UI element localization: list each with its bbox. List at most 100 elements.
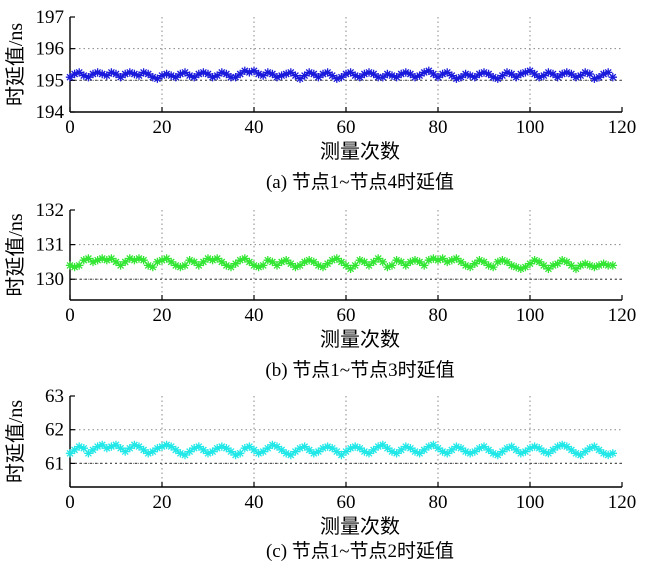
data-point (447, 71, 456, 80)
data-point (84, 449, 93, 458)
subplot-2: 0 20 40 60 80 100 120 130 131 132 时延值/ns 测量次数 (b) 节点… (4, 200, 636, 381)
data-point (162, 69, 171, 79)
data-point (236, 449, 245, 458)
data-point (65, 449, 75, 458)
data-point (231, 73, 240, 82)
data-point (153, 257, 162, 267)
data-point (539, 447, 548, 456)
y-tick-label: 195 (36, 70, 65, 91)
data-point (268, 257, 277, 267)
data-point (79, 71, 88, 80)
data-point (167, 71, 176, 80)
data-point (484, 69, 493, 79)
data-point (438, 447, 447, 456)
data-point (571, 449, 581, 458)
data-point (479, 442, 489, 451)
data-point (397, 445, 406, 455)
data-point (226, 73, 236, 82)
data-point (360, 257, 369, 267)
data-point (295, 444, 305, 453)
data-point (226, 262, 236, 272)
data-point (222, 69, 231, 79)
y-axis-title: 时延值/ns (4, 23, 27, 107)
data-point (516, 264, 525, 273)
data-point (208, 73, 217, 82)
data-point (217, 442, 226, 451)
data-point (323, 68, 332, 77)
x-tick-label: 40 (245, 305, 264, 326)
data-point (461, 261, 470, 270)
data-point (245, 68, 254, 77)
data-point (305, 445, 314, 455)
data-point (203, 254, 213, 263)
data-point (162, 254, 171, 263)
data-point (263, 256, 272, 265)
data-point (581, 68, 590, 77)
data-point (475, 256, 484, 265)
data-point (185, 447, 194, 456)
data-point (116, 444, 125, 453)
data-point (498, 71, 507, 80)
data-point (337, 73, 346, 82)
data-point (259, 261, 268, 270)
data-point (268, 440, 277, 450)
data-point (286, 259, 295, 268)
data-point (180, 261, 190, 270)
data-point (456, 257, 466, 267)
data-point (443, 449, 452, 458)
x-tick-label: 100 (516, 305, 545, 326)
data-point (484, 445, 493, 455)
data-point (498, 447, 507, 456)
data-point (443, 68, 452, 77)
data-point (190, 257, 199, 267)
data-point (134, 254, 144, 263)
data-point (410, 256, 420, 265)
data-point (75, 442, 84, 451)
data-point (277, 257, 286, 267)
data-point (387, 261, 397, 270)
data-point (498, 256, 507, 265)
x-tick-label: 80 (429, 492, 448, 513)
data-point (571, 73, 581, 82)
data-point (84, 254, 93, 263)
data-point (461, 447, 470, 456)
data-point (194, 69, 203, 79)
y-tick-label: 130 (36, 269, 65, 290)
x-tick-label: 80 (429, 117, 448, 138)
data-point (194, 442, 203, 451)
data-point (360, 69, 369, 79)
data-point (351, 71, 360, 80)
data-point (217, 257, 226, 267)
data-point (217, 68, 226, 77)
data-point (139, 445, 148, 455)
data-point (489, 73, 498, 82)
data-point (401, 68, 410, 77)
data-point (111, 257, 121, 267)
data-point (516, 69, 525, 79)
data-point (139, 68, 148, 77)
data-point (544, 68, 553, 77)
data-point (374, 442, 383, 451)
data-point (341, 69, 351, 79)
data-point (594, 445, 604, 455)
y-tick-label: 62 (45, 420, 64, 441)
data-point (208, 447, 217, 456)
data-point (383, 262, 392, 272)
data-point (309, 257, 318, 267)
data-point (300, 71, 309, 80)
data-point (585, 261, 594, 270)
data-point (406, 444, 415, 453)
data-point (507, 442, 516, 451)
data-point (512, 445, 521, 455)
data-point (424, 256, 433, 265)
data-point (378, 440, 387, 450)
data-point (378, 73, 387, 82)
data-point (374, 73, 383, 82)
data-point (79, 444, 88, 453)
data-point (309, 449, 318, 458)
data-point (571, 264, 581, 273)
data-point (521, 447, 530, 456)
data-point (608, 449, 617, 458)
data-point (268, 69, 277, 79)
data-point (314, 261, 323, 270)
